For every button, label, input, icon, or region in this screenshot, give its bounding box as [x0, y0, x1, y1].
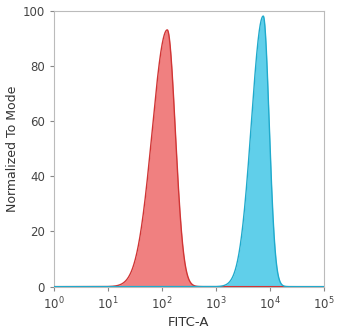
Y-axis label: Normalized To Mode: Normalized To Mode [5, 85, 19, 212]
X-axis label: FITC-A: FITC-A [168, 317, 209, 329]
